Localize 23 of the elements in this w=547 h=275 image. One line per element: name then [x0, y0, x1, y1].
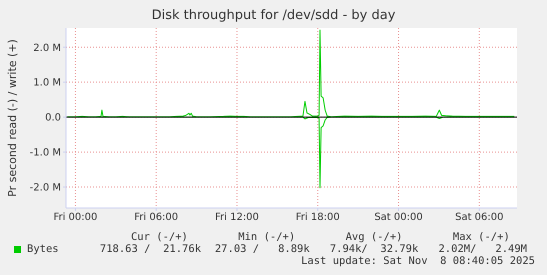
text: Min (-/+) — [237, 231, 296, 243]
y-tick-label: -2.0 M — [30, 182, 61, 194]
x-tick-label: Sat 00:00 — [374, 212, 423, 224]
y-tick-label: 2.0 M — [33, 42, 61, 54]
y-tick-label: -1.0 M — [30, 148, 61, 159]
text: 27.03 / 8.89k — [214, 243, 311, 255]
x-tick-label: Fri 18:00 — [296, 212, 340, 224]
legend-label: Bytes — [26, 243, 59, 255]
text: 7.94k/ 32.79k — [328, 243, 420, 255]
text: Max (-/+) — [452, 231, 511, 243]
y-tick-label: 0.0 — [45, 112, 61, 124]
chart-title: Disk throughput for /dev/sdd - by day — [150, 8, 396, 23]
text: 2.02M/ 2.49M — [437, 243, 528, 255]
x-tick-label: Fri 00:00 — [53, 212, 98, 224]
x-tick-label: Fri 06:00 — [134, 212, 178, 224]
text: Cur (-/+) — [130, 231, 189, 243]
x-tick-label: Fri 12:00 — [215, 212, 259, 224]
text: Last update: Sat Nov 8 08:40:05 2025 — [300, 255, 535, 267]
text: 718.63 / 21.76k — [100, 243, 202, 255]
y-tick-label: 1.0 M — [33, 78, 61, 89]
y-axis-title: Pr second read (-) / write (+) — [6, 39, 19, 197]
text: Avg (-/+) — [344, 231, 404, 243]
x-tick-label: Sat 06:00 — [455, 212, 504, 224]
